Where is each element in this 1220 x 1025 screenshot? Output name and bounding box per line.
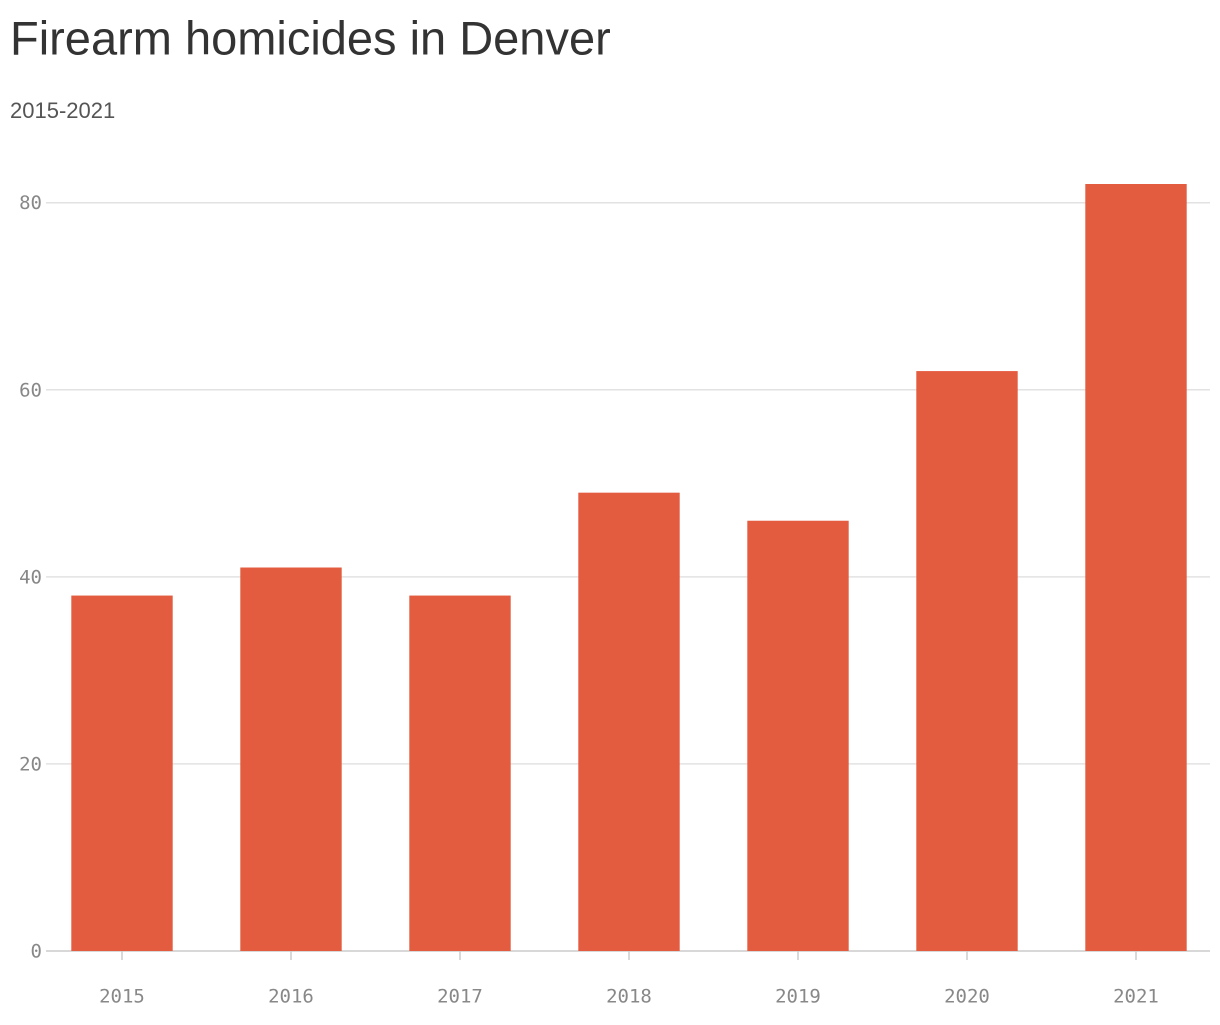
x-tick-label: 2017 — [437, 986, 483, 1008]
bar — [409, 595, 511, 951]
y-tick-label: 40 — [19, 566, 42, 588]
x-tick-label: 2018 — [606, 986, 652, 1008]
bar — [747, 520, 849, 951]
y-tick-label: 20 — [19, 753, 42, 775]
chart-subtitle: 2015-2021 — [10, 98, 115, 123]
bar — [916, 371, 1018, 951]
x-tick-label: 2015 — [99, 986, 145, 1008]
bar — [240, 567, 342, 951]
bar — [578, 492, 680, 951]
bar — [1085, 184, 1187, 951]
x-tick-label: 2021 — [1113, 986, 1159, 1008]
x-tick-label: 2020 — [944, 986, 990, 1008]
x-tick-label: 2019 — [775, 986, 821, 1008]
bar — [71, 595, 173, 951]
x-tick-label: 2016 — [268, 986, 314, 1008]
y-tick-label: 60 — [19, 379, 42, 401]
chart-title: Firearm homicides in Denver — [10, 11, 611, 64]
y-tick-label: 0 — [31, 941, 42, 963]
y-tick-label: 80 — [19, 192, 42, 214]
